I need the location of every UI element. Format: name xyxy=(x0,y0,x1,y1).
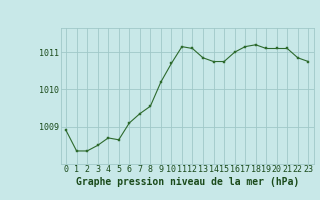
X-axis label: Graphe pression niveau de la mer (hPa): Graphe pression niveau de la mer (hPa) xyxy=(76,177,299,187)
